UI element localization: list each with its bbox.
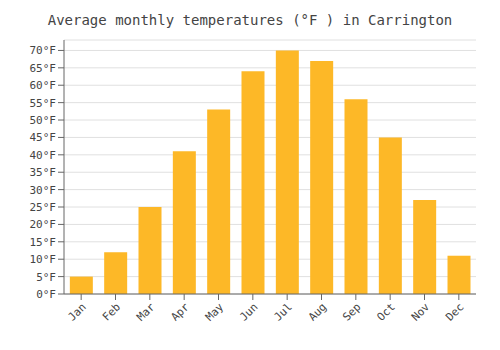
svg-text:0°F: 0°F <box>36 288 56 301</box>
svg-text:55°F: 55°F <box>30 97 57 110</box>
html-text:Average monthly temperatures (: Average monthly temperatures (°F ) in Ca… <box>47 12 453 28</box>
svg-text:Nov: Nov <box>409 300 433 324</box>
svg-text:Jul: Jul <box>272 300 295 323</box>
svg-text:Dec: Dec <box>443 300 466 323</box>
svg-text:Apr: Apr <box>169 300 193 324</box>
svg-text:70°F: 70°F <box>30 44 57 57</box>
svg-text:Sep: Sep <box>340 300 363 323</box>
svg-text:Feb: Feb <box>100 300 123 323</box>
svg-text:45°F: 45°F <box>30 131 57 144</box>
svg-text:35°F: 35°F <box>30 166 57 179</box>
svg-text:60°F: 60°F <box>30 79 57 92</box>
svg-text:5°F: 5°F <box>36 271 56 284</box>
svg-text:20°F: 20°F <box>30 218 57 231</box>
svg-text:15°F: 15°F <box>30 236 57 249</box>
svg-text:Mar: Mar <box>134 300 158 324</box>
svg-text:30°F: 30°F <box>30 184 57 197</box>
svg-text:May: May <box>203 300 227 324</box>
svg-text:25°F: 25°F <box>30 201 57 214</box>
svg-text:Aug: Aug <box>306 300 329 323</box>
svg-text:65°F: 65°F <box>30 62 57 75</box>
svg-text:Jun: Jun <box>237 300 260 323</box>
svg-text:Jan: Jan <box>66 300 89 323</box>
svg-text:Oct: Oct <box>375 300 398 323</box>
svg-text:40°F: 40°F <box>30 149 57 162</box>
svg-text:10°F: 10°F <box>30 253 57 266</box>
svg-text:50°F: 50°F <box>30 114 57 127</box>
